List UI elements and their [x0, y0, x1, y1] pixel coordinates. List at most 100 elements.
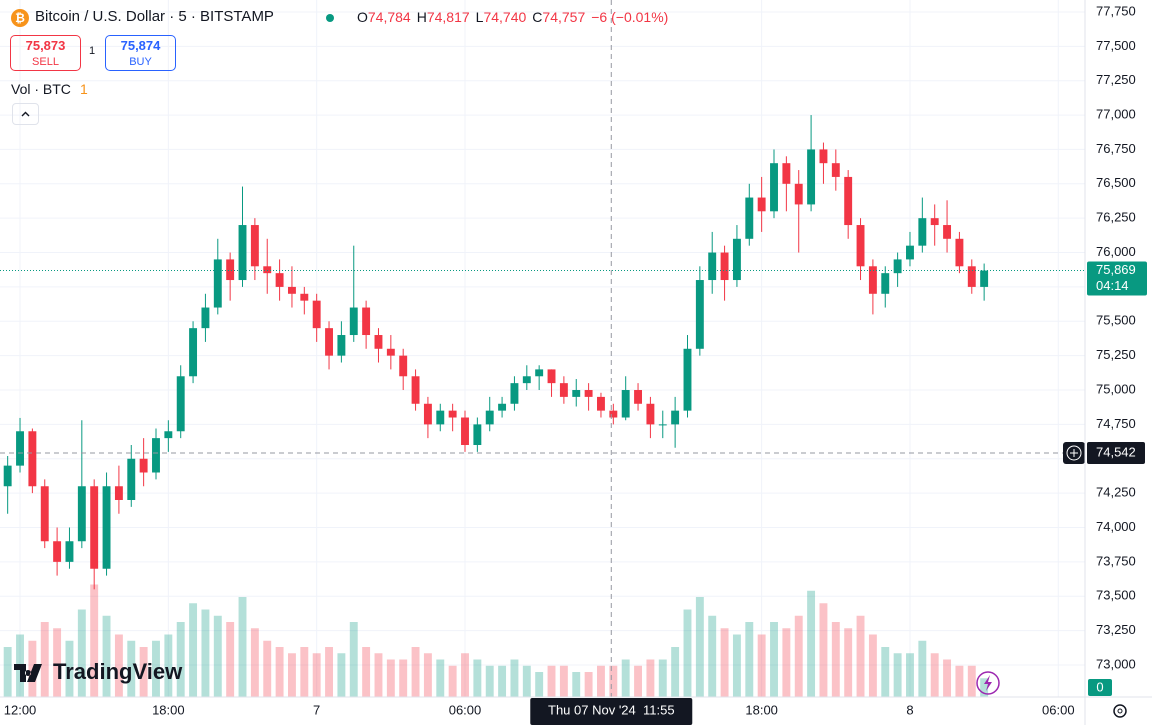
y-tick-label: 76,500	[1096, 175, 1136, 190]
y-tick-label: 76,000	[1096, 244, 1136, 259]
candle-body	[275, 273, 284, 287]
y-tick-label: 75,500	[1096, 313, 1136, 328]
countdown: 04:14	[1096, 278, 1129, 293]
volume-bar	[238, 597, 247, 697]
volume-bar	[559, 665, 568, 697]
y-tick-label: 73,750	[1096, 553, 1136, 568]
x-tick-label: 7	[313, 702, 320, 717]
candle-body	[770, 163, 778, 212]
symbol[interactable]: Bitcoin / U.S. Dollar · 5 · BITSTAMP	[35, 8, 274, 25]
volume-bar	[671, 647, 680, 697]
volume-bar	[522, 665, 531, 697]
volume-tick-label: 0	[1096, 679, 1103, 694]
ohlc-value: 74,817	[426, 9, 470, 25]
volume-bar	[3, 647, 12, 697]
volume-bar	[53, 628, 62, 697]
volume-value: 1	[80, 81, 88, 97]
x-tick-label: 06:00	[1042, 702, 1075, 717]
candle-body	[485, 410, 494, 425]
volume-bar	[695, 597, 704, 697]
tradingview-logo: TradingView	[14, 659, 183, 684]
candle-body	[399, 355, 408, 377]
y-tick-label: 75,250	[1096, 347, 1136, 362]
volume-bar	[399, 659, 408, 697]
volume-tick-bg	[1088, 679, 1112, 696]
candle-body	[708, 252, 717, 281]
candle-body	[53, 541, 62, 562]
candle-body	[312, 300, 321, 329]
volume-bar	[893, 653, 902, 697]
y-tick-label: 74,750	[1096, 416, 1136, 431]
ohlc-label: C	[532, 9, 543, 25]
candle-body	[522, 376, 531, 384]
candle-body	[807, 149, 816, 205]
y-tick-label: 73,250	[1096, 622, 1136, 637]
candle-body	[77, 486, 86, 542]
ohlc-change: −6 (−0.01%)	[591, 9, 669, 25]
volume-bar	[621, 659, 630, 697]
volume-bar	[213, 615, 222, 697]
candle-body	[139, 458, 148, 473]
x-tick-label: 18:00	[745, 702, 778, 717]
candle-body	[881, 273, 890, 294]
crosshair-plus-icon	[1070, 448, 1078, 457]
candle-body	[609, 410, 618, 418]
settings-icon[interactable]	[1113, 704, 1127, 718]
candle-body	[745, 197, 754, 239]
candle-body	[732, 238, 741, 281]
crosshair-time-tag	[530, 698, 693, 725]
y-tick-label: 73,500	[1096, 588, 1136, 603]
volume-bar	[597, 665, 605, 697]
volume-bar	[683, 609, 692, 697]
y-tick-label: 76,250	[1096, 210, 1136, 225]
volume-bar	[980, 678, 989, 697]
collapse-button[interactable]	[12, 103, 39, 125]
candle-body	[325, 328, 333, 356]
candle-body	[411, 376, 420, 404]
volume-bar	[362, 647, 371, 697]
volume-bar	[868, 634, 877, 697]
volume-bar	[770, 622, 778, 697]
candle-body	[559, 383, 568, 397]
volume-bar	[881, 647, 890, 697]
y-tick-label: 77,250	[1096, 72, 1136, 87]
volume-bar	[139, 647, 148, 697]
grid	[0, 0, 1085, 697]
candle-body	[695, 280, 704, 349]
candle-body	[510, 383, 519, 404]
candle-body	[337, 335, 346, 356]
candle-body	[300, 293, 309, 301]
candle-body	[386, 348, 395, 356]
volume-bar	[411, 647, 420, 697]
candle-body	[114, 486, 123, 500]
candle-body	[362, 307, 371, 336]
candle-body	[794, 183, 803, 205]
volume-bar	[498, 665, 507, 697]
volume-bar	[461, 653, 469, 697]
crosshair-time-label: Thu 07 Nov '24 11:55	[548, 702, 675, 717]
buy-label: BUY	[129, 56, 152, 68]
volume-bar	[325, 647, 333, 697]
volume-title: Vol · BTC	[11, 81, 71, 97]
last-price-label: 75,869	[1096, 262, 1136, 277]
candle-body	[831, 163, 840, 177]
alert-icon[interactable]	[976, 671, 1000, 695]
volume-bar	[745, 622, 754, 697]
volume-bar	[226, 622, 235, 697]
candle-body	[856, 225, 865, 267]
buy-button[interactable]: 75,874 BUY	[105, 35, 176, 71]
y-tick-label: 77,500	[1096, 38, 1136, 53]
volume-bar	[201, 609, 210, 697]
sell-button[interactable]: 75,873 SELL	[10, 35, 81, 71]
volume-bar	[807, 590, 816, 697]
candle-body	[646, 403, 655, 425]
candle-body	[176, 376, 185, 432]
candle-body	[213, 259, 222, 308]
volume-bar	[732, 634, 741, 697]
volume-bar	[164, 634, 173, 697]
logo-text: TradingView	[53, 659, 183, 684]
candle-body	[906, 245, 914, 260]
candle-body	[152, 438, 160, 473]
volume-bar	[720, 628, 729, 697]
